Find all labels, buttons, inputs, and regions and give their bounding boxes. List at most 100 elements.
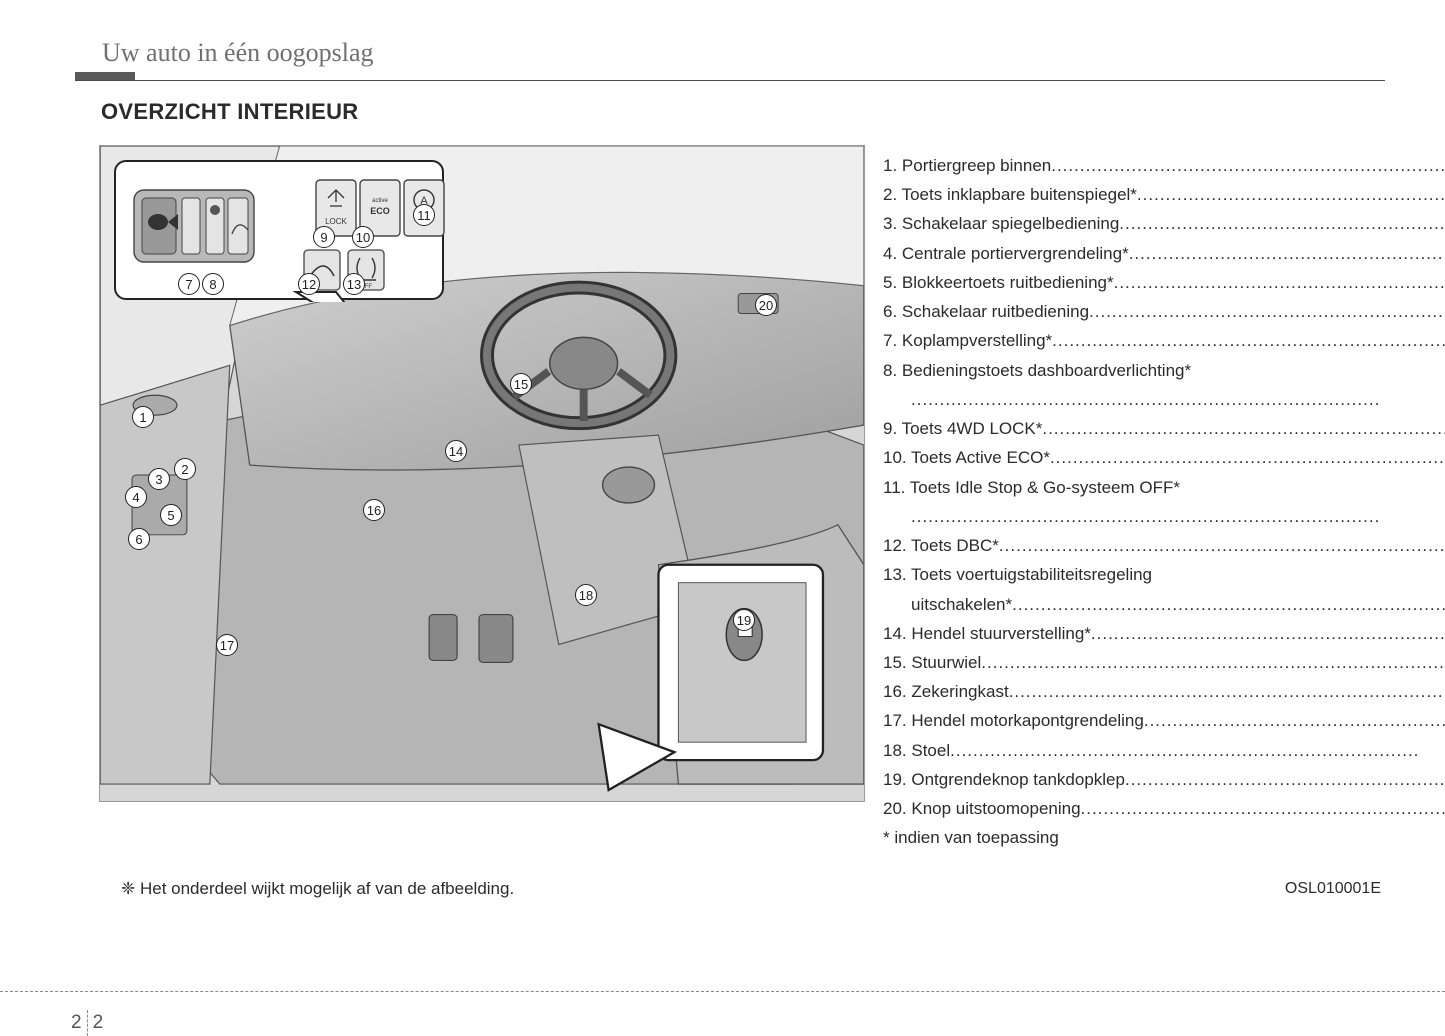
callout-11: 11	[413, 204, 435, 226]
legend-item: 13. Toets voertuigstabiliteitsregeling	[883, 560, 1445, 589]
callout-20: 20	[755, 294, 777, 316]
callout-15: 15	[510, 373, 532, 395]
legend-dots	[911, 502, 1445, 531]
legend-dots	[1009, 677, 1445, 706]
callout-10: 10	[352, 226, 374, 248]
legend-dots	[1125, 765, 1445, 794]
legend-dots	[1081, 794, 1445, 823]
legend-label: 18. Stoel	[883, 736, 950, 765]
callout-2: 2	[174, 458, 196, 480]
callout-8: 8	[202, 273, 224, 295]
page-number-value: 2	[93, 1012, 104, 1034]
legend-item-cont: 4-43	[883, 385, 1445, 414]
callout-6: 6	[128, 528, 150, 550]
legend-item: 20. Knop uitstoomopening 4-102, 4-112	[883, 794, 1445, 823]
legend-item: 9. Toets 4WD LOCK* 5-29	[883, 414, 1445, 443]
legend-dots	[1042, 414, 1445, 443]
legend-label: 3. Schakelaar spiegelbediening	[883, 209, 1119, 238]
legend-label: 5. Blokkeertoets ruitbediening*	[883, 268, 1114, 297]
svg-text:ECO: ECO	[370, 206, 390, 216]
legend-label: 14. Hendel stuurverstelling*	[883, 619, 1091, 648]
legend-label: 16. Zekeringkast	[883, 677, 1009, 706]
callout-5: 5	[160, 504, 182, 526]
header-divider	[75, 80, 1385, 81]
legend-dots	[1137, 180, 1445, 209]
legend-dots	[1050, 443, 1445, 472]
page-num-separator	[87, 1010, 88, 1036]
legend-label: 4. Centrale portiervergrendeling*	[883, 239, 1129, 268]
image-code: OSL010001E	[1285, 880, 1381, 898]
legend-item: 16. Zekeringkast 7-53	[883, 677, 1445, 706]
legend-item: 8. Bedieningstoets dashboardverlichting*	[883, 356, 1445, 385]
header: Uw auto in één oogopslag	[75, 38, 1385, 81]
content-area: LOCK ECO active A OFF OFF 12345678910111…	[75, 145, 1385, 853]
chapter-title: Uw auto in één oogopslag	[102, 38, 1385, 68]
interior-illustration: LOCK ECO active A OFF OFF 12345678910111…	[99, 145, 865, 802]
legend-dots	[1051, 151, 1445, 180]
legend-dots	[999, 531, 1445, 560]
callout-14: 14	[445, 440, 467, 462]
legend-label: 6. Schakelaar ruitbediening	[883, 297, 1089, 326]
svg-text:LOCK: LOCK	[325, 217, 347, 226]
callout-1: 1	[132, 406, 154, 428]
callout-9: 9	[313, 226, 335, 248]
callout-12: 12	[298, 273, 320, 295]
callout-17: 17	[216, 634, 238, 656]
callout-7: 7	[178, 273, 200, 295]
page-footer: 2 2	[0, 991, 1445, 992]
legend-label: 15. Stuurwiel	[883, 648, 981, 677]
legend-list: 1. Portiergreep binnen 4-172. Toets inkl…	[883, 145, 1445, 853]
legend-note: * indien van toepassing	[883, 823, 1445, 852]
legend-dots	[950, 736, 1445, 765]
legend-label: 19. Ontgrendeknop tankdopklep	[883, 765, 1125, 794]
callout-4: 4	[125, 486, 147, 508]
page-number: 2 2	[71, 1010, 103, 1036]
legend-item: 18. Stoel 3-2	[883, 736, 1445, 765]
callout-18: 18	[575, 584, 597, 606]
page-section: 2	[71, 1012, 82, 1034]
legend-item: 17. Hendel motorkapontgrendeling 4-27	[883, 706, 1445, 735]
legend-item: 2. Toets inklapbare buitenspiegel* 4-41	[883, 180, 1445, 209]
legend-label: 7. Koplampverstelling*	[883, 326, 1052, 355]
legend-label: 13. Toets voertuigstabiliteitsregeling	[883, 560, 1152, 589]
legend-label: uitschakelen*	[911, 590, 1012, 619]
legend-dots	[1129, 239, 1445, 268]
callout-13: 13	[343, 273, 365, 295]
callout-16: 16	[363, 499, 385, 521]
legend-item: 19. Ontgrendeknop tankdopklep 4-29	[883, 765, 1445, 794]
legend-item: 7. Koplampverstelling* 4-90	[883, 326, 1445, 355]
legend-label: 9. Toets 4WD LOCK*	[883, 414, 1042, 443]
legend-label: 12. Toets DBC*	[883, 531, 999, 560]
legend-dots	[1089, 297, 1445, 326]
legend-dots	[1119, 209, 1445, 238]
callout-3: 3	[148, 468, 170, 490]
legend-label: 17. Hendel motorkapontgrendeling	[883, 706, 1144, 735]
legend-item: 3. Schakelaar spiegelbediening 4-40	[883, 209, 1445, 238]
legend-dots	[911, 385, 1445, 414]
legend-dots	[1012, 590, 1445, 619]
switch-inset: LOCK ECO active A OFF OFF	[114, 160, 444, 300]
legend-dots	[1052, 326, 1445, 355]
callout-19: 19	[733, 609, 755, 631]
legend-item: 4. Centrale portiervergrendeling* 4-17	[883, 239, 1445, 268]
section-title: OVERZICHT INTERIEUR	[101, 99, 1385, 125]
legend-item: 6. Schakelaar ruitbediening 4-23	[883, 297, 1445, 326]
legend-dots	[1114, 268, 1445, 297]
switch-inset-svg: LOCK ECO active A OFF OFF	[116, 162, 446, 302]
legend-label: 8. Bedieningstoets dashboardverlichting*	[883, 356, 1191, 385]
legend-label: 20. Knop uitstoomopening	[883, 794, 1081, 823]
legend-item: 12. Toets DBC* 5-46	[883, 531, 1445, 560]
legend-item-cont: 5-15	[883, 502, 1445, 531]
legend-item-cont: uitschakelen* 5-42	[883, 590, 1445, 619]
legend-label: 10. Toets Active ECO*	[883, 443, 1050, 472]
legend-item: 5. Blokkeertoets ruitbediening* 4-25	[883, 268, 1445, 297]
svg-text:active: active	[372, 198, 388, 204]
legend-label: 1. Portiergreep binnen	[883, 151, 1051, 180]
legend-item: 15. Stuurwiel 4-36	[883, 648, 1445, 677]
legend-dots	[981, 648, 1445, 677]
legend-item: 14. Hendel stuurverstelling* 4-37	[883, 619, 1445, 648]
illustration-footnote: ❈ Het onderdeel wijkt mogelijk af van de…	[121, 879, 1385, 899]
legend-item: 10. Toets Active ECO* 5-54	[883, 443, 1445, 472]
legend-item: 1. Portiergreep binnen 4-17	[883, 151, 1445, 180]
legend-dots	[1091, 619, 1445, 648]
